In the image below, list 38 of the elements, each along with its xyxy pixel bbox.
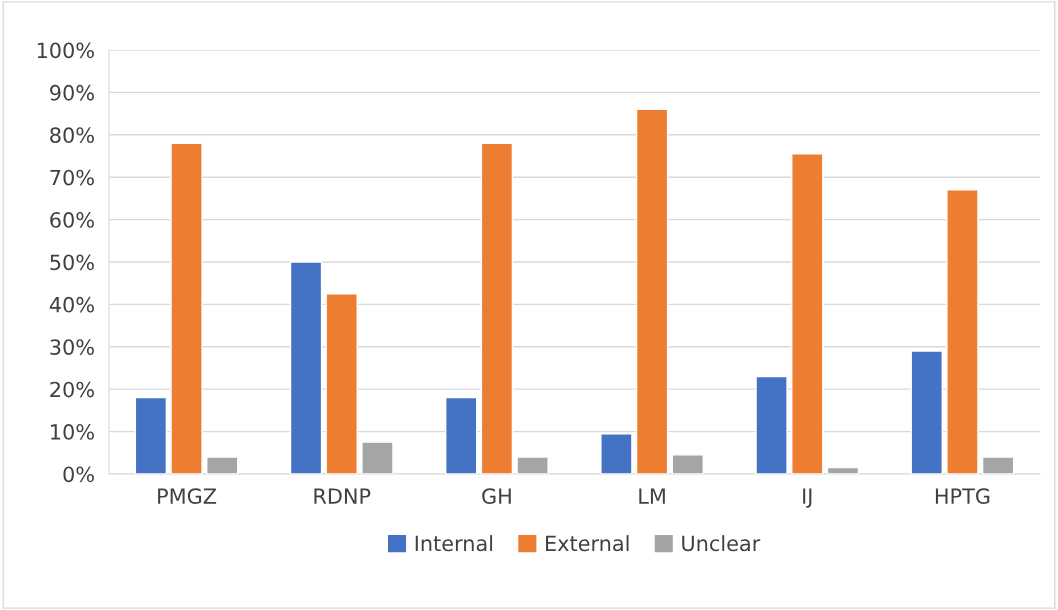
x-tick-label: IJ bbox=[803, 488, 812, 508]
y-tick-label: 40% bbox=[49, 296, 94, 313]
y-tick-label: 10% bbox=[51, 424, 94, 440]
x-tick-label: RDNP bbox=[314, 488, 371, 504]
y-tick-label: 20% bbox=[50, 381, 94, 398]
bar bbox=[325, 293, 358, 474]
x-tick-label: HPTG bbox=[935, 488, 990, 504]
bar bbox=[516, 456, 549, 474]
bar bbox=[910, 350, 943, 474]
x-tick-label: PMGZ bbox=[158, 488, 217, 504]
x-tick-label: LM bbox=[639, 488, 665, 504]
bar bbox=[206, 456, 239, 474]
bar bbox=[600, 432, 633, 474]
legend-label: Unclear bbox=[682, 535, 761, 552]
x-tick-label: GH bbox=[482, 488, 511, 504]
bar bbox=[361, 441, 394, 474]
y-tick-label: 50% bbox=[50, 254, 94, 271]
y-tick-label: 60% bbox=[50, 212, 94, 228]
y-tick-label: 0% bbox=[63, 466, 94, 483]
y-tick-label: 80% bbox=[50, 127, 94, 144]
bar bbox=[445, 396, 478, 474]
bar bbox=[981, 456, 1015, 474]
y-tick-label: 70% bbox=[50, 169, 94, 186]
bar bbox=[289, 261, 323, 474]
bar bbox=[480, 142, 514, 474]
bar bbox=[755, 375, 788, 474]
bar bbox=[134, 396, 168, 474]
legend-label: External bbox=[546, 535, 629, 552]
legend-label: Internal bbox=[415, 535, 493, 552]
y-tick-label: 90% bbox=[50, 84, 94, 101]
y-tick-label: 30% bbox=[50, 339, 94, 355]
bar bbox=[671, 454, 704, 474]
y-tick-label: 100% bbox=[37, 42, 94, 59]
bar bbox=[791, 153, 824, 474]
bar bbox=[946, 189, 979, 474]
bar bbox=[635, 108, 669, 474]
bar bbox=[826, 466, 860, 474]
bar bbox=[170, 142, 203, 474]
